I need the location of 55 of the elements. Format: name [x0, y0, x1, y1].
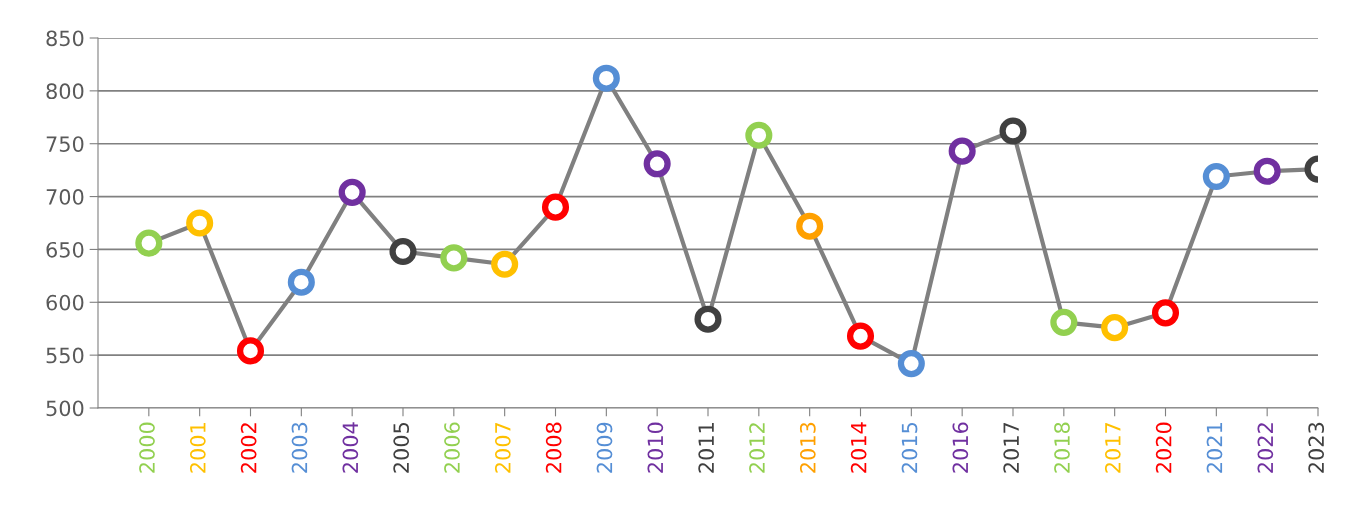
y-tick-label: 600 [46, 294, 84, 311]
y-tick-label: 750 [46, 136, 84, 152]
x-tick-label: 2020 [1155, 422, 1172, 473]
point [186, 209, 214, 237]
x-tick-label: 2022 [1257, 423, 1274, 473]
y-tick-label: 700 [46, 189, 84, 205]
x-tick-label: 2018 [1054, 422, 1070, 473]
x-tick-label: 2016 [952, 422, 969, 473]
point [389, 238, 417, 266]
point [796, 212, 824, 240]
point [287, 268, 315, 296]
point [541, 193, 570, 221]
y-tick-label: 500 [46, 400, 84, 417]
x-tick-label: 2004 [342, 422, 359, 473]
x-tick-label: 2014 [850, 422, 867, 473]
x-tick-label: 2012 [749, 423, 765, 473]
point [338, 178, 366, 206]
x-tick-label: 2013 [799, 422, 816, 473]
x-tick-label: 2010 [647, 422, 664, 473]
x-tick-label: 2023 [1308, 422, 1325, 473]
point [592, 64, 620, 92]
point [745, 121, 773, 149]
point [236, 337, 265, 365]
point [694, 305, 722, 333]
x-tick-label: 2000 [139, 422, 155, 473]
x-tick-label: 2005 [393, 423, 410, 473]
point [1202, 162, 1230, 191]
x-tick-label: 2011 [698, 423, 715, 473]
x-tick-label: 2001 [189, 423, 206, 473]
point [999, 117, 1027, 145]
y-tick-label: 850 [46, 30, 84, 47]
point [440, 244, 468, 272]
x-tick-label: 2008 [545, 422, 562, 473]
point [846, 322, 875, 350]
x-tick-label: 2002 [240, 423, 257, 473]
x-tick-label: 2017 [1003, 422, 1020, 473]
point [897, 350, 925, 378]
x-tick-label: 2003 [291, 422, 308, 473]
point [1050, 308, 1078, 336]
x-tick-label: 2006 [444, 422, 460, 473]
point [643, 150, 671, 178]
point [1101, 314, 1129, 342]
point [491, 250, 519, 278]
x-tick-label: 2021 [1206, 423, 1223, 473]
x-tick-label: 2009 [596, 422, 613, 473]
x-tick-label: 2017 [1104, 422, 1121, 473]
point [948, 137, 976, 165]
y-tick-label: 550 [46, 347, 84, 364]
point [135, 229, 163, 257]
point [1151, 299, 1180, 327]
x-tick-label: 2015 [901, 423, 918, 473]
point [1253, 157, 1281, 185]
x-tick-label: 2007 [494, 422, 511, 473]
y-tick-label: 650 [46, 241, 84, 258]
y-tick-label: 800 [46, 83, 84, 100]
